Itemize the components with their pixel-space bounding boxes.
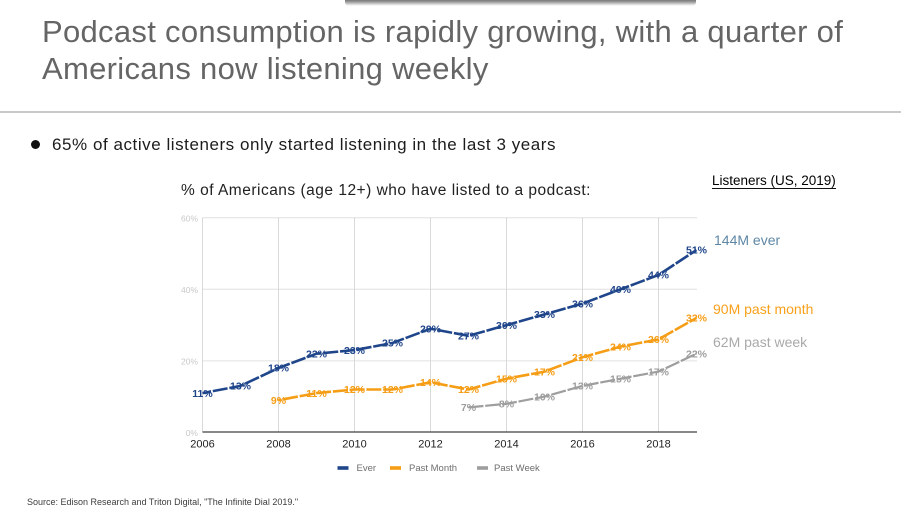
svg-text:2006: 2006: [190, 439, 214, 451]
svg-text:14%: 14%: [420, 377, 442, 389]
svg-text:8%: 8%: [499, 399, 515, 411]
svg-text:25%: 25%: [382, 338, 404, 350]
svg-text:2014: 2014: [494, 439, 518, 451]
svg-text:18%: 18%: [268, 363, 290, 375]
svg-text:2012: 2012: [418, 439, 442, 451]
svg-text:2008: 2008: [266, 439, 290, 451]
svg-text:12%: 12%: [382, 384, 404, 396]
svg-text:11%: 11%: [306, 388, 327, 400]
svg-text:40%: 40%: [181, 285, 198, 295]
svg-text:0%: 0%: [186, 428, 199, 438]
svg-text:15%: 15%: [496, 373, 518, 385]
svg-text:13%: 13%: [230, 381, 252, 393]
svg-text:26%: 26%: [648, 334, 670, 346]
svg-text:Ever: Ever: [357, 463, 377, 474]
svg-text:44%: 44%: [648, 270, 670, 282]
svg-text:24%: 24%: [610, 341, 632, 353]
svg-text:9%: 9%: [271, 395, 287, 407]
svg-text:51%: 51%: [686, 245, 708, 257]
svg-text:32%: 32%: [686, 313, 708, 325]
svg-text:13%: 13%: [572, 381, 594, 393]
svg-text:22%: 22%: [306, 348, 328, 360]
svg-text:23%: 23%: [344, 345, 366, 357]
svg-text:33%: 33%: [534, 309, 556, 321]
svg-text:27%: 27%: [458, 331, 480, 343]
svg-text:17%: 17%: [534, 366, 556, 378]
svg-text:2010: 2010: [342, 439, 366, 451]
svg-text:40%: 40%: [610, 284, 632, 296]
svg-text:36%: 36%: [572, 298, 594, 310]
svg-text:7%: 7%: [461, 402, 477, 414]
svg-text:22%: 22%: [686, 348, 708, 360]
svg-text:12%: 12%: [458, 384, 480, 396]
svg-text:20%: 20%: [181, 356, 198, 366]
svg-text:12%: 12%: [344, 384, 366, 396]
svg-text:30%: 30%: [496, 320, 518, 332]
svg-text:2016: 2016: [570, 439, 594, 451]
svg-text:17%: 17%: [648, 366, 670, 378]
svg-text:11%: 11%: [192, 388, 213, 400]
svg-text:60%: 60%: [181, 213, 198, 223]
svg-text:2018: 2018: [646, 439, 670, 451]
svg-text:Past Week: Past Week: [494, 463, 540, 474]
svg-text:21%: 21%: [572, 352, 594, 364]
svg-text:10%: 10%: [534, 391, 556, 403]
svg-text:Past Month: Past Month: [409, 463, 457, 474]
svg-text:29%: 29%: [420, 323, 442, 335]
svg-text:15%: 15%: [610, 373, 632, 385]
